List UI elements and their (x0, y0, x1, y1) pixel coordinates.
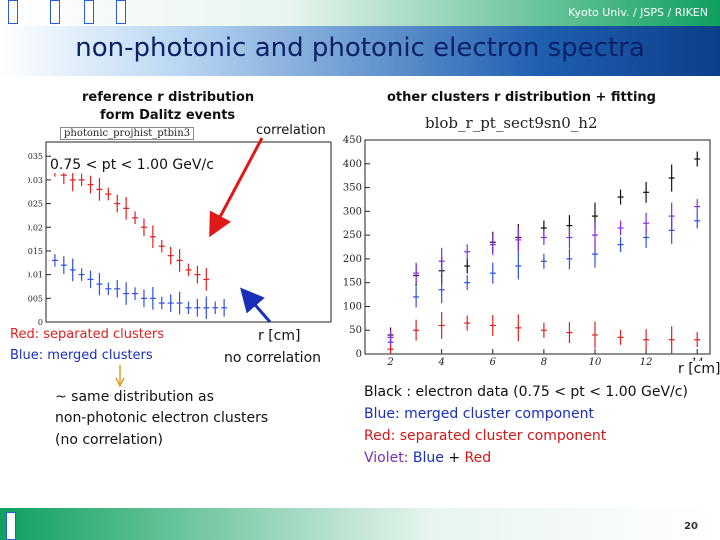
desc-violet-red: Red (464, 450, 492, 466)
x-tick-label: 8 (541, 357, 547, 368)
y-tick-label: 0.03 (28, 176, 43, 185)
correlation-label: correlation (256, 123, 326, 138)
y-tick-label: 0.035 (28, 152, 43, 161)
y-tick-label: 50 (349, 325, 362, 336)
y-tick-label: 100 (343, 301, 362, 312)
y-tick-label: 0 (356, 349, 362, 360)
y-tick-label: 0.005 (28, 294, 43, 303)
y-tick-label: 0.01 (28, 271, 43, 280)
banner-square (84, 0, 94, 24)
y-tick-label: 0.02 (28, 223, 43, 232)
title-banner (0, 26, 720, 76)
page-number: 20 (684, 521, 698, 532)
note-connector-tip (115, 377, 125, 388)
slide-title: non-photonic and photonic electron spect… (75, 33, 645, 63)
desc-violet-blue: Blue (412, 450, 444, 466)
y-tick-label: 150 (343, 278, 362, 289)
x-tick-label: 6 (490, 357, 497, 368)
y-tick-label: 250 (343, 230, 362, 241)
note-line1: ~ same distribution as (55, 389, 214, 405)
desc-violet: Violet: Blue + Red (364, 450, 491, 466)
series-blue-red (387, 199, 701, 345)
desc-red: Red: separated cluster component (364, 428, 607, 444)
legend-blue: Blue: merged clusters (10, 348, 153, 363)
desc-blue: Blue: merged cluster component (364, 406, 595, 422)
y-tick-label: 300 (343, 206, 362, 217)
banner-square (6, 512, 16, 540)
arrow-to-blue (240, 287, 272, 323)
x-tick-label: 12 (640, 357, 653, 368)
note-line2: non-photonic electron clusters (55, 410, 269, 426)
series-separated-cluster-component (387, 311, 701, 354)
left-caption-line2: form Dalitz events (100, 108, 236, 123)
legend-red: Red: separated clusters (10, 327, 164, 342)
y-tick-label: 200 (343, 254, 362, 265)
left-axis-unit: r [cm] (258, 328, 301, 344)
desc-black: Black : electron data (0.75 < pt < 1.00 … (364, 384, 688, 400)
arrow-to-red (209, 137, 264, 238)
left-hist-title: photonic_projhist_ptbin3 (60, 127, 195, 140)
no-correlation-label: no correlation (224, 350, 322, 366)
x-tick-label: 2 (386, 357, 393, 368)
y-tick-label: 0.015 (28, 247, 43, 256)
bottom-banner (0, 508, 720, 540)
banner-square (116, 0, 126, 24)
note-line3: (no correlation) (55, 432, 163, 448)
y-tick-label: 450 (343, 135, 362, 146)
desc-violet-prefix: Violet: (364, 450, 413, 466)
y-tick-label: 400 (343, 159, 362, 170)
banner-square (8, 0, 18, 24)
right-caption: other clusters r distribution + fitting (387, 90, 656, 105)
banner-square (50, 0, 60, 24)
affiliation: Kyoto Univ. / JSPS / RIKEN (568, 6, 708, 19)
y-tick-label: 350 (343, 183, 362, 194)
top-banner (0, 0, 720, 26)
x-tick-label: 10 (589, 357, 602, 368)
x-tick-label: 4 (437, 357, 444, 368)
right-histogram: 0501001502002503003504004502468101214 (343, 135, 711, 368)
left-caption-line1: reference r distribution (82, 90, 255, 105)
y-tick-label: 0.025 (28, 200, 43, 209)
desc-violet-plus: + (443, 450, 465, 466)
right-hist-title: blob_r_pt_sect9sn0_h2 (425, 114, 598, 132)
series-merged-clusters (51, 254, 228, 320)
y-tick-label: 0 (38, 318, 43, 327)
pt-range-label: 0.75 < pt < 1.00 GeV/c (50, 157, 214, 173)
right-axis-unit: r [cm] (678, 361, 720, 377)
plot-frame (364, 139, 711, 355)
